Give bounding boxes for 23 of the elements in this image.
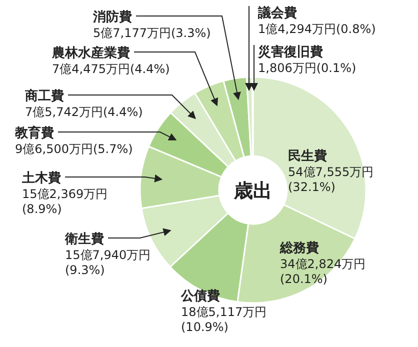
slice-label: 災害復旧費 <box>257 44 323 60</box>
slice-label: 公債費 <box>180 289 220 304</box>
slice-label: 議会費 <box>257 5 297 21</box>
slice-label: 消防費 <box>92 9 132 25</box>
data-label: 9億6,500万円(5.7%) <box>15 142 133 156</box>
slice-label: 農林水産業費 <box>51 45 130 61</box>
slice-label: 商工費 <box>24 88 64 104</box>
data-label: 18億5,117万円(10.9%) <box>181 305 267 334</box>
slice-label: 教育費 <box>14 125 54 141</box>
slice-label: 土木費 <box>21 171 61 186</box>
slice-label: 衛生費 <box>64 232 104 247</box>
data-label: 1億4,294万円(0.8%) <box>258 22 376 36</box>
text: 歳出 <box>233 180 272 202</box>
data-label: 7億5,742万円(4.4%) <box>25 105 143 119</box>
data-label: 34億2,824万円(20.1%) <box>280 257 366 286</box>
data-label: 54億7,555万円(32.1%) <box>288 165 374 194</box>
data-label: 1,806万円(0.1%) <box>258 61 356 75</box>
data-label: 7億4,475万円(4.4%) <box>52 62 170 76</box>
slice-label: 総務費 <box>279 241 319 256</box>
data-label: 15億2,369万円(8.9%) <box>22 187 108 216</box>
slice-label: 民生費 <box>288 149 327 164</box>
data-label: 15億7,940万円(9.3%) <box>65 248 151 277</box>
data-label: 5億7,177万円(3.3%) <box>93 26 211 40</box>
